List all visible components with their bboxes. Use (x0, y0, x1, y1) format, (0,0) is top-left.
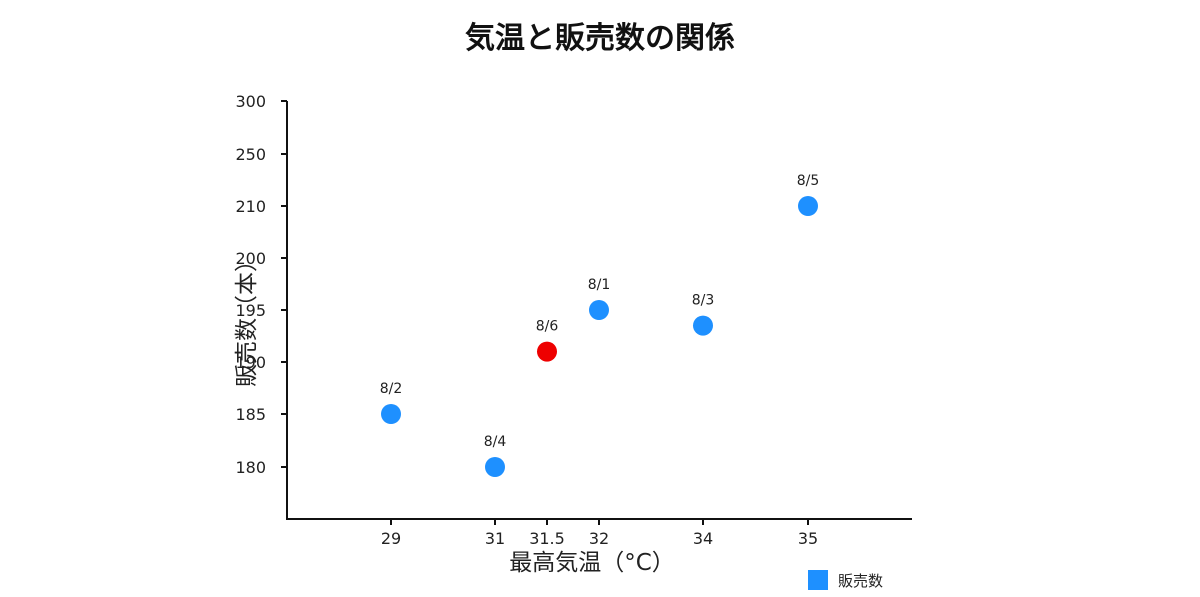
y-axis: 180 185 190 195 200 210 250 300 (235, 92, 288, 519)
y-tick-label: 180 (235, 458, 266, 477)
data-point-label: 8/1 (588, 277, 611, 293)
y-tick-label: 250 (235, 145, 266, 164)
data-point (537, 341, 557, 362)
data-point-label: 8/2 (380, 381, 403, 397)
y-tick-label: 300 (235, 92, 266, 111)
data-points: 8/1 8/2 8/3 8/4 8/5 8/6 (380, 173, 820, 477)
y-tick-label: 195 (235, 301, 266, 320)
legend-swatch (808, 570, 828, 590)
y-axis-label: 販売数（本） (234, 249, 260, 387)
data-point (381, 404, 401, 424)
legend: 販売数 (808, 570, 883, 590)
x-tick-label: 31.5 (529, 529, 565, 548)
x-tick-label: 29 (381, 529, 401, 548)
data-point (485, 457, 505, 477)
data-point-label: 8/4 (484, 434, 507, 450)
y-tick-label: 200 (235, 249, 266, 268)
x-tick-label: 35 (798, 529, 818, 548)
y-tick-label: 190 (235, 353, 266, 372)
y-tick-label: 185 (235, 405, 266, 424)
data-point-label: 8/3 (692, 293, 715, 309)
x-axis: 29 31 31.5 32 34 35 (286, 518, 912, 548)
data-point-label: 8/5 (797, 173, 820, 189)
x-axis-label: 最高気温（°C） (509, 550, 675, 576)
data-point (589, 300, 609, 320)
x-tick-label: 31 (485, 529, 505, 548)
data-point (798, 196, 818, 216)
data-point (693, 315, 713, 336)
legend-label: 販売数 (838, 572, 883, 590)
y-tick-label: 210 (235, 197, 266, 216)
data-point-label: 8/6 (536, 319, 559, 335)
x-tick-label: 34 (693, 529, 713, 548)
x-tick-label: 32 (589, 529, 609, 548)
chart-title: 気温と販売数の関係 (465, 21, 735, 56)
